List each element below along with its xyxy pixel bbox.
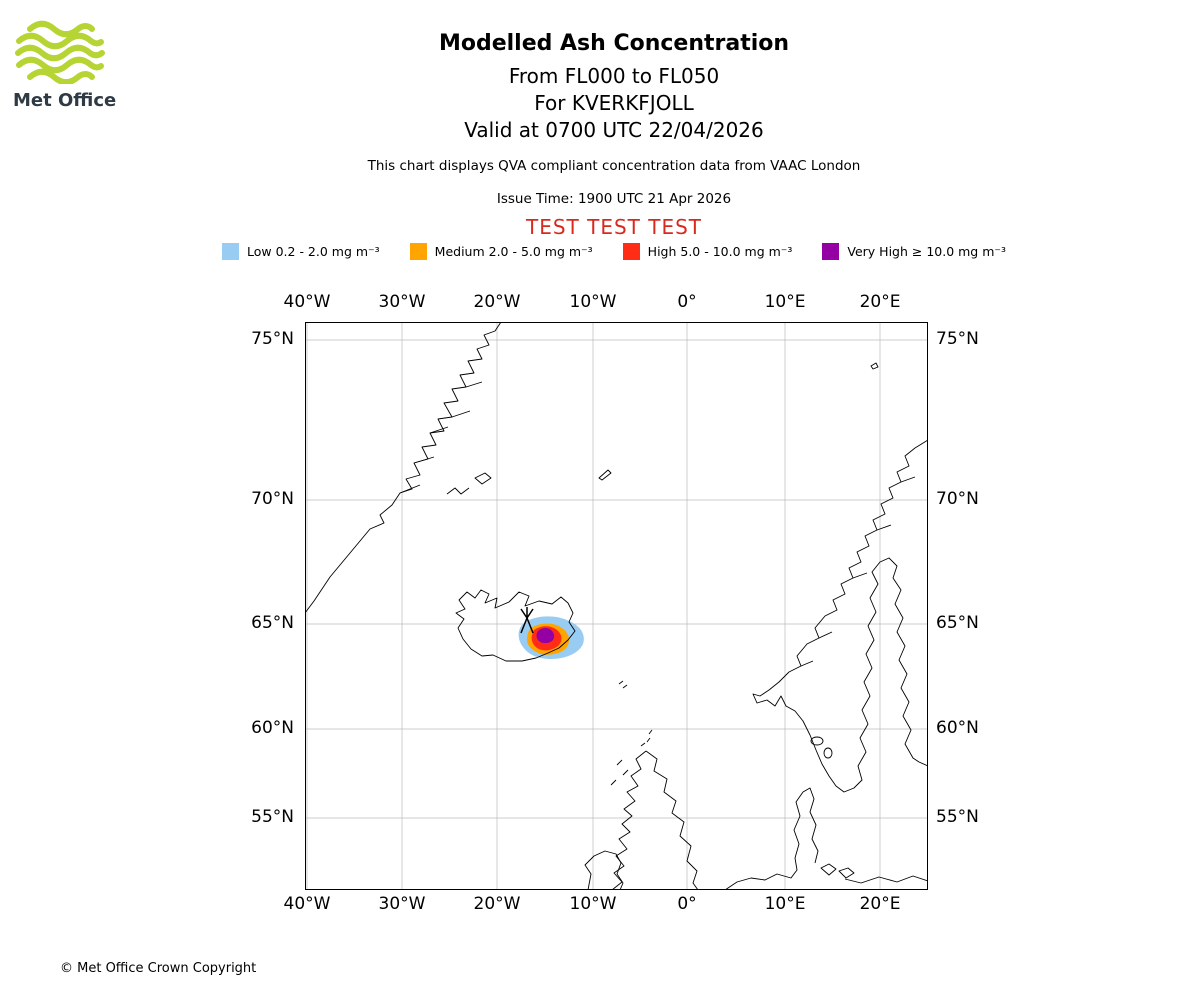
lat-tick-right: 60°N xyxy=(936,718,979,738)
coast-iceland xyxy=(455,589,576,662)
logo-brand-text: Met Office xyxy=(13,90,117,111)
lon-tick-bottom: 10°E xyxy=(764,894,806,914)
lon-tick-bottom: 20°W xyxy=(473,894,521,914)
test-banner: TEST TEST TEST xyxy=(525,215,702,239)
subtitle-valid-time: Valid at 0700 UTC 22/04/2026 xyxy=(464,118,764,142)
lat-tick-right: 65°N xyxy=(936,613,979,633)
coast-greenland-fjords xyxy=(399,381,483,495)
lon-tick-bottom: 30°W xyxy=(378,894,426,914)
subtitle-volcano: For KVERKFJOLL xyxy=(534,91,694,115)
lake-vattern xyxy=(823,747,833,759)
legend-item-very-high: Very High ≥ 10.0 mg m⁻³ xyxy=(822,243,1006,260)
lon-tick-top: 20°W xyxy=(473,292,521,312)
legend-label-medium: Medium 2.0 - 5.0 mg m⁻³ xyxy=(434,244,593,259)
volcano-eruption-icon xyxy=(520,607,534,634)
coast-britain-east xyxy=(645,750,699,890)
coast-baltic-south xyxy=(844,875,928,884)
lon-tick-top: 30°W xyxy=(378,292,426,312)
legend-item-low: Low 0.2 - 2.0 mg m⁻³ xyxy=(222,243,380,260)
legend-item-high: High 5.0 - 10.0 mg m⁻³ xyxy=(622,243,793,260)
coast-ireland xyxy=(584,850,624,890)
lon-tick-top: 10°E xyxy=(764,292,806,312)
lon-tick-top: 10°W xyxy=(569,292,617,312)
lat-tick-left: 55°N xyxy=(251,807,294,827)
ash-plume-very-high xyxy=(536,628,555,644)
lon-tick-bottom: 20°E xyxy=(859,894,901,914)
map xyxy=(305,322,928,890)
coastlines xyxy=(305,322,928,890)
ash-plume xyxy=(518,616,584,659)
island-greenland-coast xyxy=(474,472,492,485)
lon-tick-bottom: 40°W xyxy=(283,894,331,914)
legend-swatch-very-high-icon xyxy=(822,243,840,260)
issue-time: Issue Time: 1900 UTC 21 Apr 2026 xyxy=(496,191,732,207)
legend-label-high: High 5.0 - 10.0 mg m⁻³ xyxy=(647,244,793,259)
lat-tick-left: 70°N xyxy=(251,489,294,509)
lat-tick-right: 70°N xyxy=(936,489,979,509)
page-title: Modelled Ash Concentration xyxy=(438,31,790,56)
islands-denmark xyxy=(820,863,855,879)
copyright-notice: © Met Office Crown Copyright xyxy=(60,961,257,976)
met-office-logo xyxy=(15,20,105,84)
coast-greenland xyxy=(305,322,502,614)
islands-hebrides xyxy=(610,759,629,786)
legend-label-very-high: Very High ≥ 10.0 mg m⁻³ xyxy=(847,244,1006,259)
logo-waves xyxy=(15,20,105,84)
legend-swatch-high-icon xyxy=(622,243,640,260)
lat-tick-left: 65°N xyxy=(251,613,294,633)
coast-continent-denmark xyxy=(724,787,819,890)
lake-vanern xyxy=(810,736,824,746)
grid-lines xyxy=(305,322,928,890)
legend-item-medium: Medium 2.0 - 5.0 mg m⁻³ xyxy=(409,243,593,260)
island-jan-mayen xyxy=(598,469,612,481)
legend-label-low: Low 0.2 - 2.0 mg m⁻³ xyxy=(247,244,380,259)
lon-tick-top: 0° xyxy=(677,292,697,312)
lon-tick-bottom: 0° xyxy=(677,894,697,914)
islands-faroe xyxy=(618,680,628,689)
legend-swatch-low-icon xyxy=(222,243,239,260)
lon-tick-bottom: 10°W xyxy=(569,894,617,914)
lon-tick-top: 20°E xyxy=(859,292,901,312)
coast-scandinavia xyxy=(752,439,928,793)
lat-tick-right: 75°N xyxy=(936,329,979,349)
lat-tick-left: 75°N xyxy=(251,329,294,349)
islands-shetland xyxy=(640,729,653,747)
compliance-note: This chart displays QVA compliant concen… xyxy=(367,158,861,174)
map-border xyxy=(305,322,928,890)
legend: Low 0.2 - 2.0 mg m⁻³ Medium 2.0 - 5.0 mg… xyxy=(14,243,1200,260)
coast-britain-west xyxy=(611,750,647,890)
lat-tick-right: 55°N xyxy=(936,807,979,827)
lon-tick-top: 40°W xyxy=(283,292,331,312)
lat-tick-left: 60°N xyxy=(251,718,294,738)
coast-norway-fjords xyxy=(800,476,916,667)
subtitle-flight-levels: From FL000 to FL050 xyxy=(508,64,720,88)
legend-swatch-medium-icon xyxy=(409,243,427,260)
island-bear xyxy=(870,362,879,370)
